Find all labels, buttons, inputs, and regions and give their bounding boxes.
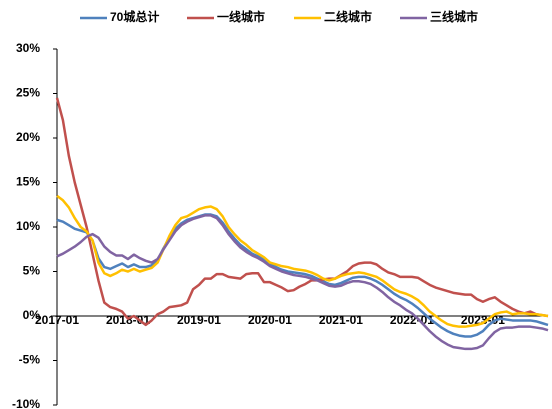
series-line [56, 194, 549, 328]
y-tick-label: -5% [19, 353, 41, 367]
y-tick-label: 20% [16, 130, 40, 144]
x-tick-label: 2017-01 [35, 313, 79, 327]
series-line [56, 214, 549, 351]
x-tick-label: 2021-01 [319, 313, 363, 327]
x-tick-label: 2023-01 [461, 313, 505, 327]
y-tick-label: 5% [23, 264, 41, 278]
x-tick-label: 2020-01 [248, 313, 292, 327]
y-tick-label: 10% [16, 219, 40, 233]
y-tick-label: 25% [16, 86, 40, 100]
legend-label: 二线城市 [324, 9, 372, 24]
series-line [56, 213, 549, 338]
x-tick-label: 2018-01 [106, 313, 150, 327]
legend-label: 一线城市 [217, 9, 265, 24]
y-tick-label: 15% [16, 175, 40, 189]
series-line [55, 97, 549, 327]
x-tick-label: 2019-01 [177, 313, 221, 327]
legend-label: 三线城市 [430, 9, 478, 24]
y-tick-label: 30% [16, 41, 40, 55]
y-tick-label: 0% [23, 308, 41, 322]
legend-label: 70城总计 [110, 9, 159, 24]
y-tick-label: -10% [12, 397, 40, 409]
